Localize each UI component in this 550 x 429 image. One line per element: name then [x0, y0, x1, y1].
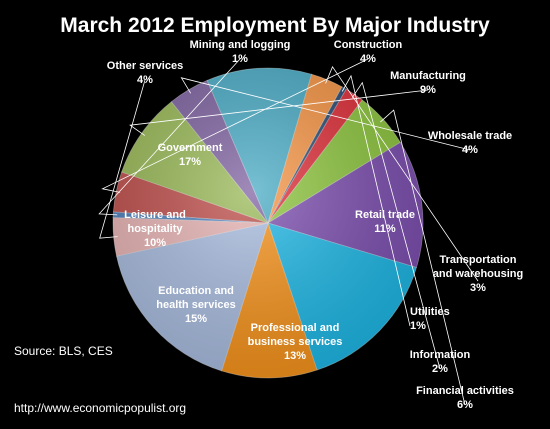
leader-line [129, 89, 429, 136]
leader-line [325, 65, 479, 282]
leader-line [98, 58, 241, 216]
source-url: http://www.economicpopulist.org [14, 401, 186, 415]
leader-line [99, 79, 146, 239]
slice-label: Leisure and hospitality 10% [124, 209, 186, 249]
slice-labels: Mining and logging 1% Construction 4% Manufa… [107, 39, 523, 411]
slice-label: Retail trade 11% [355, 209, 415, 235]
slice-label: Transportation and warehousing 3% [433, 254, 523, 294]
leader-line [380, 109, 466, 406]
slice-label: Construction 4% [334, 39, 403, 65]
leader-line [341, 74, 411, 327]
slice-label: Education and health services 15% [156, 285, 236, 325]
slice-label: Utilities 1% [410, 306, 450, 332]
slice-label: Other services 4% [107, 60, 183, 86]
slice-label: Mining and logging 1% [190, 39, 291, 65]
source-note: Source: BLS, CES [14, 344, 113, 358]
slice-label: Information 2% [410, 349, 471, 375]
leader-line [351, 81, 441, 370]
slice-label: Wholesale trade 4% [428, 130, 512, 156]
slice-label: Professional and business services 13% [248, 322, 343, 362]
chart-title: March 2012 Employment By Major Industry [60, 14, 490, 37]
slice-label: Manufacturing 9% [390, 70, 466, 96]
slice-label: Financial activities 6% [416, 385, 514, 411]
leader-lines [98, 58, 479, 406]
slice-label: Government 17% [158, 142, 223, 168]
